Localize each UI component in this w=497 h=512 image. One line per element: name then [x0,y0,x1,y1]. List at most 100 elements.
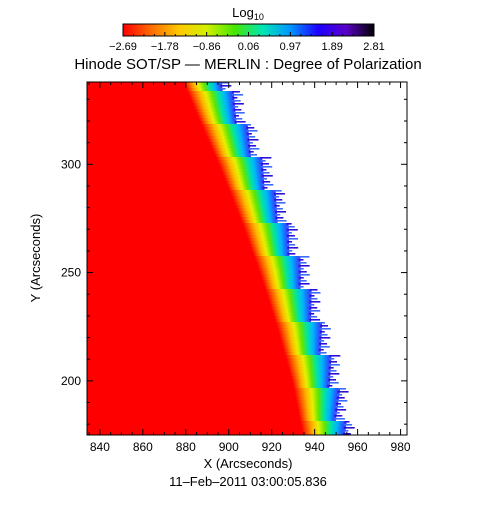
limb-edge-noise [247,142,253,144]
y-tick-label: 300 [61,157,81,171]
limb-band-strip [195,109,236,113]
limb-band-strip [251,247,290,251]
limb-edge-noise [309,301,321,303]
limb-edge-noise [328,364,340,366]
limb-edge-noise [319,328,331,330]
colorbar-tick-label: 1.89 [321,41,342,53]
limb-edge-noise [336,400,348,402]
limb-edge-noise [260,163,269,165]
limb-edge-noise [333,418,345,420]
limb-band-strip [275,319,312,323]
limb-band-strip [264,286,301,290]
x-tick-label: 980 [391,440,411,454]
limb-edge-noise [328,370,337,372]
limb-edge-noise [309,319,321,321]
limb-edge-noise [327,385,333,387]
limb-band-strip [200,121,237,125]
limb-edge-noise [298,280,307,282]
limb-band-strip [261,277,301,281]
limb-band-strip [229,190,276,194]
y-axis-label: Y (Arcseconds) [28,214,43,303]
limb-edge-noise [286,232,292,234]
limb-edge-noise [234,118,243,120]
limb-band-strip [192,103,235,107]
limb-edge-noise [328,373,340,375]
limb-edge-noise [298,271,307,273]
colorbar-tick-label: −1.78 [151,41,179,53]
limb-edge-noise [309,295,315,297]
limb-band-strip [242,223,289,227]
limb-band-strip [287,361,332,365]
limb-band-strip [278,331,322,335]
limb-edge-noise [260,157,272,159]
limb-edge-noise [328,367,334,369]
limb-band-strip [282,346,321,350]
limb-band-strip [208,139,250,143]
limb-edge-noise [220,88,226,90]
limb-band-strip [226,181,265,185]
limb-band-strip [295,394,340,398]
limb-edge-noise [248,145,257,147]
limb-band-strip [260,274,301,278]
limb-band-strip [220,166,264,170]
colorbar-tick-label: −0.86 [193,41,221,53]
plot-frame [86,81,408,436]
colorbar-tick-label: −2.69 [109,41,137,53]
limb-band-strip [185,85,223,89]
limb-edge-noise [274,205,280,207]
limb-band-strip [270,304,312,308]
limb-band-strip [241,220,278,224]
limb-band-strip [277,328,322,332]
limb-edge-noise [232,103,244,105]
x-axis-label: X (Arcseconds) [204,456,293,471]
limb-band-strip [294,391,340,395]
limb-edge-noise [287,244,296,246]
x-tick-label: 920 [262,440,282,454]
limb-band-strip [187,91,234,95]
limb-edge-noise [329,361,338,363]
limb-edge-noise [309,310,321,312]
limb-edge-noise [329,355,341,357]
limb-band-strip [297,406,338,410]
limb-edge-noise [262,184,274,186]
limb-band-strip [215,154,252,158]
limb-band-strip [256,262,301,266]
limb-band-strip [274,316,312,320]
limb-edge-noise [337,388,346,390]
limb-edge-noise [232,97,238,99]
limb-band-strip [212,148,251,152]
limb-edge-noise [286,229,298,231]
limb-edge-noise [309,316,318,318]
limb-edge-noise [286,226,295,228]
limb-band-strip [301,424,347,428]
limb-edge-noise [327,382,339,384]
x-axis: 840 860 880 900 920 940 960 980 [88,82,411,454]
limb-band-strip [266,292,312,296]
limb-edge-noise [232,100,241,102]
limb-edge-noise [334,415,343,417]
limb-band-strip [299,418,336,422]
limb-band-strip [186,88,223,92]
limb-edge-noise [318,346,330,348]
limb-band-strip [299,415,337,419]
limb-edge-noise [247,139,259,141]
limb-edge-noise [248,148,260,150]
limb-band-strip [263,283,301,287]
limb-band-strip [265,289,312,293]
limb-band-strip [184,82,223,86]
limb-edge-noise [298,265,310,267]
limb-edge-noise [320,322,326,324]
limb-edge-noise [298,286,304,288]
limb-band-strip [227,184,265,188]
limb-edge-noise [309,298,318,300]
limb-band-strip [243,226,289,230]
limb-band-strip [249,241,290,245]
limb-edge-noise [233,112,245,114]
limb-edge-noise [298,274,310,276]
limb-band-strip [250,244,290,248]
limb-band-strip [199,118,237,122]
limb-edge-noise [287,247,299,249]
limb-band-strip [283,349,321,353]
limb-edge-noise [261,178,267,180]
limb-edge-noise [262,181,271,183]
